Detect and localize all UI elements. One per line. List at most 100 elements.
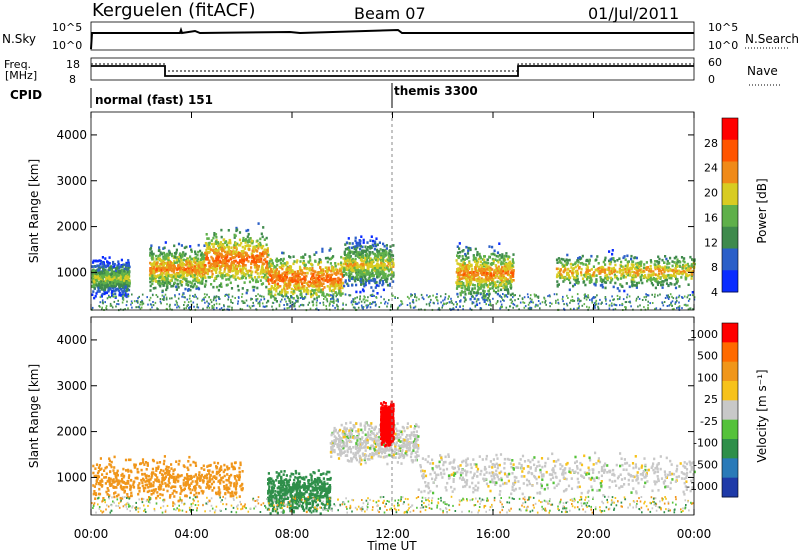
power-cell — [461, 257, 465, 261]
power-cell — [493, 270, 496, 274]
power-cell — [190, 250, 193, 253]
power-cell — [215, 295, 218, 298]
power-cell — [289, 267, 292, 270]
power-cell — [586, 264, 589, 267]
power-cell — [663, 276, 666, 279]
power-cell — [506, 278, 509, 281]
power-cell — [544, 299, 547, 302]
power-cell — [469, 297, 472, 301]
power-cell — [362, 272, 365, 276]
power-cell — [477, 257, 480, 261]
power-cell — [616, 276, 619, 280]
power-cell — [669, 273, 672, 277]
power-cell — [646, 279, 649, 283]
power-cell — [588, 258, 591, 262]
power-cell — [251, 255, 254, 258]
power-cell — [459, 291, 462, 295]
power-cell — [242, 302, 245, 304]
power-cell — [125, 277, 129, 280]
power-cell — [200, 251, 203, 255]
power-cell — [245, 258, 248, 262]
power-cell — [252, 247, 255, 251]
power-cell — [234, 297, 236, 299]
power-cell — [128, 284, 131, 288]
power-cell — [651, 273, 654, 277]
power-cell — [382, 254, 385, 258]
power-cell — [473, 278, 476, 282]
power-cell — [359, 274, 362, 277]
power-cell — [649, 259, 652, 262]
power-cell — [360, 304, 363, 307]
power-cell — [246, 272, 249, 275]
power-cell — [483, 255, 486, 258]
power-cell — [595, 268, 598, 272]
cpid-label: CPID — [10, 88, 42, 102]
power-cell — [154, 280, 158, 283]
power-cell — [636, 274, 639, 277]
power-cell — [340, 292, 343, 296]
power-cell — [351, 277, 354, 280]
power-cell — [235, 267, 239, 270]
power-cell — [118, 284, 121, 288]
power-cell — [321, 247, 324, 251]
power-cell — [591, 299, 593, 302]
power-cell — [475, 300, 478, 303]
power-cell — [485, 261, 488, 264]
power-cell — [121, 268, 124, 272]
power-cell — [91, 306, 94, 309]
power-cell — [456, 281, 459, 285]
power-cell — [189, 264, 192, 268]
power-cell — [101, 292, 104, 296]
power-cell — [476, 253, 479, 257]
power-cell — [285, 268, 288, 271]
freq-left-tick-top: 18 — [66, 58, 80, 71]
power-cell — [345, 273, 348, 276]
power-cell — [267, 299, 270, 303]
power-cell — [614, 308, 617, 310]
power-cell — [217, 261, 220, 264]
power-cell — [303, 263, 306, 267]
power-cell — [239, 264, 242, 268]
power-cell — [559, 268, 562, 271]
power-cell — [259, 272, 262, 275]
power-cell — [192, 301, 195, 304]
power-cell — [219, 265, 222, 269]
power-cell — [382, 242, 385, 246]
power-cell — [325, 272, 329, 276]
power-cell — [626, 271, 629, 275]
power-cell — [486, 278, 489, 281]
power-cell — [507, 261, 511, 265]
power-cell — [381, 266, 385, 269]
power-cell — [341, 281, 344, 285]
power-cell — [483, 300, 486, 303]
power-cell — [314, 289, 317, 292]
power-cell — [184, 263, 187, 267]
power-cell — [222, 260, 225, 264]
power-cell — [230, 246, 233, 249]
power-cell — [190, 248, 193, 252]
power-cell — [283, 304, 285, 306]
power-cell — [216, 258, 219, 262]
power-cell — [187, 284, 190, 287]
power-cell — [310, 282, 313, 285]
power-cell — [197, 257, 200, 261]
power-cell — [656, 277, 659, 281]
power-cell — [375, 268, 379, 272]
power-cell — [252, 301, 254, 304]
power-cell — [318, 258, 321, 261]
power-cell — [296, 294, 298, 297]
power-cell — [123, 289, 126, 293]
power-cell — [92, 261, 95, 264]
power-cell — [122, 281, 126, 284]
power-cell — [363, 284, 366, 288]
power-cell — [201, 257, 204, 261]
power-cell — [376, 248, 379, 252]
power-cell — [335, 295, 337, 298]
power-cell — [226, 245, 229, 248]
power-cell — [467, 256, 470, 259]
power-cell — [503, 276, 506, 280]
power-cell — [358, 251, 361, 255]
power-cell — [539, 302, 542, 305]
power-cell — [494, 268, 497, 272]
power-cell — [275, 257, 278, 261]
